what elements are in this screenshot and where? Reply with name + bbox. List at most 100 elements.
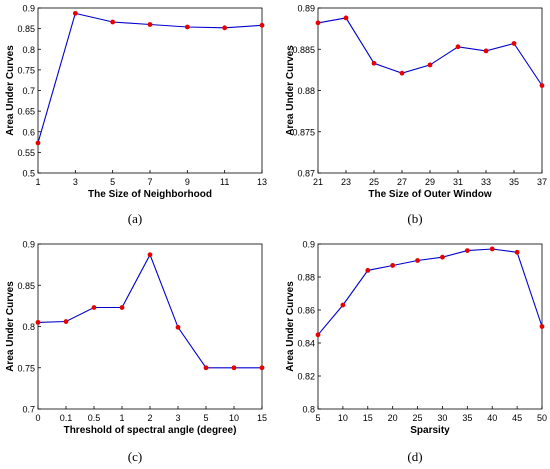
x-tick-label: 5 [315,413,320,423]
x-tick-label: 35 [509,177,519,187]
data-point [399,70,405,76]
y-tick-label: 0.885 [292,45,315,55]
data-point [390,263,396,268]
y-axis-label: Area Under Curves [5,281,16,372]
x-tick-label: 25 [413,413,423,423]
data-point [35,319,41,325]
y-tick-label: 0.875 [292,127,315,137]
data-point [259,22,265,28]
chart-panel-4: 0.8 0.82 0.84 0.86 0.88 0.9 5 10 15 20 25 30 35 40 45 5… [285,240,547,437]
x-tick-label: 5 [110,177,115,187]
x-tick-label: 31 [453,177,463,187]
data-point [147,252,153,258]
caption-b: (b) [407,211,423,226]
data-point [72,10,78,16]
series-line [317,248,543,336]
data-point [147,22,153,27]
y-tick-label: 0.87 [297,169,315,179]
data-point [483,48,489,54]
data-point [489,246,495,252]
y-axis-label: Area Under Curves [5,45,16,136]
x-tick-label: 40 [487,413,497,423]
y-tick-label: 0.85 [17,281,35,291]
x-tick-label: 20 [388,413,398,423]
data-point [539,83,545,88]
series-line [317,17,543,86]
y-tick-label: 0.88 [297,273,315,283]
x-tick-label: 11 [220,177,229,187]
x-axis-label: The Size of Neighborhood [88,189,212,200]
y-tick-label: 0.5 [22,169,35,179]
x-tick-label: 45 [512,413,522,423]
y-tick-label: 0.9 [22,240,35,250]
y-tick-label: 0.9 [302,240,315,250]
x-tick-label: 7 [147,177,152,187]
y-tick-label: 0.8 [302,405,315,415]
x-tick-label: 10 [229,413,239,423]
x-tick-label: 0 [35,413,40,423]
x-tick-label: 23 [341,177,351,187]
x-axis-label: Sparsity [410,425,450,436]
x-tick-label: 10 [338,413,348,423]
y-tick-label: 0.7 [22,86,35,96]
data-point [315,20,321,26]
x-tick-label: 29 [425,177,435,187]
data-point [455,44,461,50]
data-point [415,258,420,263]
data-point [440,254,445,260]
plot-frame [317,7,543,174]
plot-frame [37,7,263,174]
chart-panel-1: 0.50.550.60.650.70.750.80.850.91 3 5 7 9 11 13… [5,4,267,201]
data-point [222,25,228,31]
y-tick-label: 0.88 [297,86,315,96]
data-point [427,62,433,68]
y-tick-label: 0.9 [22,4,35,14]
y-tick-label: 0.55 [17,148,35,158]
y-tick-label: 0.85 [17,24,35,34]
data-point [511,41,517,46]
y-tick-label: 0.89 [297,4,315,14]
x-tick-label: 9 [185,177,190,187]
data-point [315,332,321,338]
y-tick-label: 0.82 [297,372,315,382]
y-tick-label: 0.75 [17,363,35,373]
caption-c: (c) [127,449,143,464]
y-tick-label: 0.6 [22,127,35,137]
x-tick-label: 1 [35,177,40,187]
x-tick-label: 3 [73,177,78,187]
x-axis-label: The Size of Outer Window [368,189,491,200]
x-tick-label: 21 [313,177,323,187]
chart-panel-3: 0.7 0.75 0.8 0.85 0.9 0 0.1 0.5 1 2 3 5 10 15 Threshol… [5,240,267,437]
data-point [343,15,349,21]
x-tick-label: 0.1 [60,413,73,423]
caption-a: (a) [127,211,143,226]
x-axis-label: Threshold of spectral angle (degree) [64,425,237,436]
data-point [259,365,265,371]
y-axis-label: Area Under Curves [285,281,296,372]
plot-frame [317,243,543,410]
y-tick-label: 0.8 [22,322,35,332]
y-tick-label: 0.65 [17,107,35,117]
x-tick-label: 3 [175,413,180,423]
y-tick-label: 0.8 [22,45,35,55]
x-tick-label: 27 [397,177,407,187]
data-point [110,19,116,25]
data-point [464,248,470,254]
x-tick-label: 5 [203,413,208,423]
data-point [514,249,520,255]
x-tick-label: 35 [462,413,472,423]
x-tick-label: 25 [369,177,379,187]
y-tick-label: 0.7 [22,405,35,415]
data-point [340,302,346,308]
x-tick-label: 30 [437,413,447,423]
y-tick-label: 0.86 [297,306,315,316]
data-point [63,319,69,324]
x-tick-label: 15 [257,413,267,423]
y-tick-label: 0.75 [17,65,35,75]
data-point [119,305,125,310]
x-tick-label: 33 [481,177,491,187]
data-point [365,268,371,273]
x-tick-label: 2 [147,413,152,423]
x-tick-label: 13 [257,177,267,187]
